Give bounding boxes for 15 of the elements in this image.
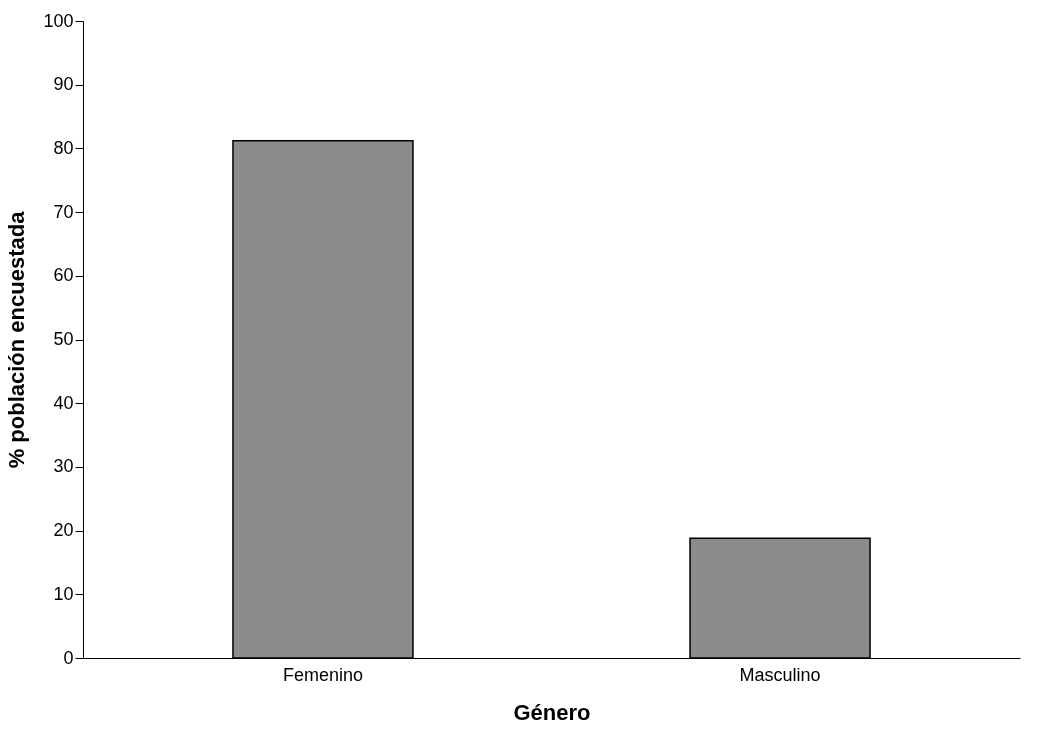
y-tick-label: 60 [53,265,74,286]
y-tick-label: 50 [53,329,74,349]
y-tick-label: 90 [53,74,74,95]
x-axis-title: Género [513,699,591,725]
y-tick-label: 70 [53,201,74,222]
y-tick-label: 20 [53,520,74,541]
x-tick-label: Masculino [739,664,821,685]
y-axis-title: % población encuestada [4,210,30,469]
y-tick-label: 0 [63,647,74,668]
y-tick-label: 30 [53,456,74,477]
y-tick-label: 80 [53,137,74,158]
y-tick-label: 100 [43,10,74,31]
y-tick-label: 40 [53,392,74,413]
y-tick-label: 10 [53,583,74,604]
x-tick-label: Femenino [282,664,363,685]
